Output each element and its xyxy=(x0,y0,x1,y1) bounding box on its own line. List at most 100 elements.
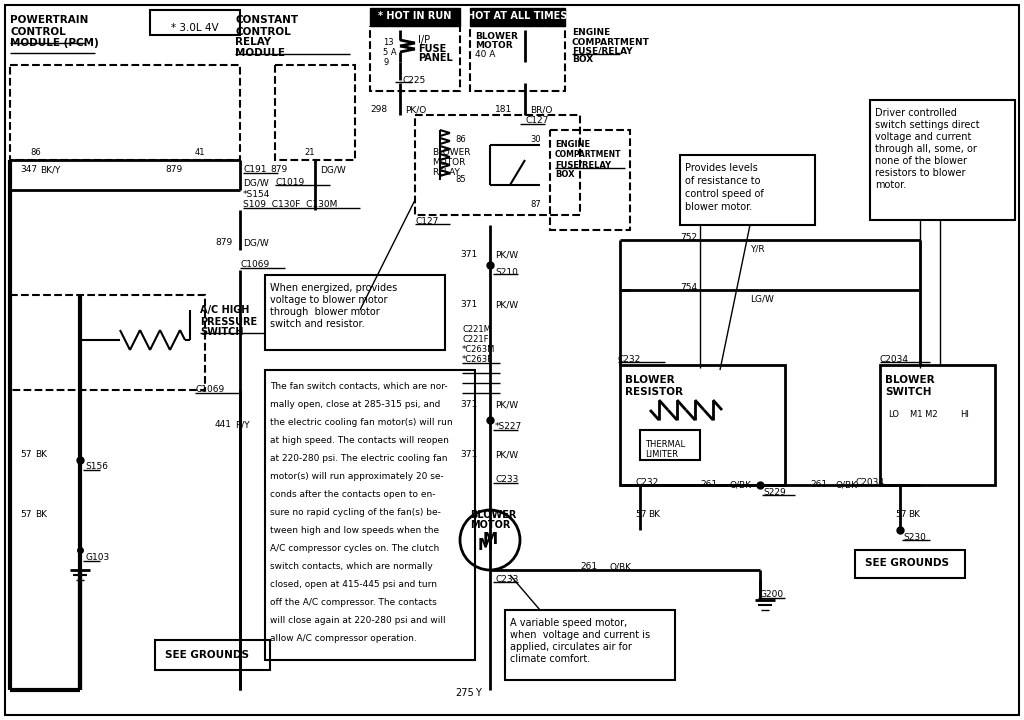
Text: 347: 347 xyxy=(20,165,37,174)
Bar xyxy=(470,26,565,91)
Text: 9: 9 xyxy=(383,58,388,67)
Text: C2034: C2034 xyxy=(880,355,909,364)
Text: 879: 879 xyxy=(165,165,182,174)
Text: voltage and current: voltage and current xyxy=(874,132,972,142)
Text: BLOWER: BLOWER xyxy=(475,32,518,41)
Text: off the A/C compressor. The contacts: off the A/C compressor. The contacts xyxy=(270,598,437,607)
Text: 261: 261 xyxy=(580,562,597,571)
Text: 57: 57 xyxy=(635,510,646,519)
Text: 85: 85 xyxy=(455,175,466,184)
Text: mally open, close at 285-315 psi, and: mally open, close at 285-315 psi, and xyxy=(270,400,440,409)
Text: FUSE/RELAY: FUSE/RELAY xyxy=(572,46,633,55)
Text: BK: BK xyxy=(35,510,47,519)
Text: PK/O: PK/O xyxy=(406,105,426,114)
Text: BK: BK xyxy=(35,450,47,459)
Text: FUSE: FUSE xyxy=(418,44,446,54)
Text: COMPARTMENT: COMPARTMENT xyxy=(555,150,622,159)
Text: MOTOR: MOTOR xyxy=(475,41,513,50)
Text: BOX: BOX xyxy=(555,170,574,179)
Bar xyxy=(155,640,270,670)
Text: at high speed. The contacts will reopen: at high speed. The contacts will reopen xyxy=(270,436,449,445)
Text: CONTROL: CONTROL xyxy=(234,27,291,37)
Text: Y: Y xyxy=(475,688,481,698)
Text: PRESSURE: PRESSURE xyxy=(200,317,257,327)
Text: MOTOR: MOTOR xyxy=(432,158,465,167)
Text: * HOT IN RUN: * HOT IN RUN xyxy=(378,11,452,21)
Text: LG/W: LG/W xyxy=(750,294,774,303)
Bar xyxy=(265,275,445,350)
Text: DG/W: DG/W xyxy=(321,165,346,174)
Text: O/BK: O/BK xyxy=(610,562,632,571)
Text: POWERTRAIN: POWERTRAIN xyxy=(10,15,88,25)
Text: HI: HI xyxy=(961,410,969,419)
Text: 21: 21 xyxy=(305,148,315,157)
Text: sure no rapid cycling of the fan(s) be-: sure no rapid cycling of the fan(s) be- xyxy=(270,508,441,517)
Text: BR/O: BR/O xyxy=(530,105,552,114)
Text: BOX: BOX xyxy=(572,55,593,64)
Text: O/BK: O/BK xyxy=(730,480,752,489)
Text: The fan switch contacts, which are nor-: The fan switch contacts, which are nor- xyxy=(270,382,447,391)
Text: CONSTANT: CONSTANT xyxy=(234,15,298,25)
Text: DG/W: DG/W xyxy=(243,238,268,247)
Text: the electric cooling fan motor(s) will run: the electric cooling fan motor(s) will r… xyxy=(270,418,453,427)
Text: Provides levels: Provides levels xyxy=(685,163,758,173)
Text: allow A/C compressor operation.: allow A/C compressor operation. xyxy=(270,634,417,643)
Bar xyxy=(470,8,565,26)
Text: 275: 275 xyxy=(455,688,474,698)
Text: BLOWER: BLOWER xyxy=(625,375,675,385)
Text: through  blower motor: through blower motor xyxy=(270,307,380,317)
Text: C2034: C2034 xyxy=(855,478,884,487)
Text: 57: 57 xyxy=(20,510,32,519)
Text: 752: 752 xyxy=(680,233,697,242)
Text: climate comfort.: climate comfort. xyxy=(510,654,590,664)
Text: G200: G200 xyxy=(760,590,784,599)
Text: switch and resistor.: switch and resistor. xyxy=(270,319,365,329)
Text: 13: 13 xyxy=(383,38,393,47)
Text: RELAY: RELAY xyxy=(234,37,271,47)
Text: voltage to blower motor: voltage to blower motor xyxy=(270,295,387,305)
Text: *S154: *S154 xyxy=(243,190,270,199)
Text: SWITCH: SWITCH xyxy=(200,327,244,337)
Text: LIMITER: LIMITER xyxy=(645,450,678,459)
Text: S230: S230 xyxy=(903,533,926,542)
Text: 30: 30 xyxy=(530,135,541,144)
Text: switch settings direct: switch settings direct xyxy=(874,120,980,130)
Text: FUSE/RELAY: FUSE/RELAY xyxy=(555,160,611,169)
Text: A/C compressor cycles on. The clutch: A/C compressor cycles on. The clutch xyxy=(270,544,439,553)
Text: applied, circulates air for: applied, circulates air for xyxy=(510,642,632,652)
Text: BK/Y: BK/Y xyxy=(40,165,60,174)
Text: C221M: C221M xyxy=(462,325,490,334)
Text: C191: C191 xyxy=(243,165,266,174)
Text: A/C HIGH: A/C HIGH xyxy=(200,305,250,315)
Text: S156: S156 xyxy=(85,462,108,471)
Text: 40 A: 40 A xyxy=(475,50,496,59)
Bar xyxy=(880,365,995,485)
Bar xyxy=(870,100,1015,220)
Text: 181: 181 xyxy=(495,105,512,114)
Text: BK: BK xyxy=(648,510,660,519)
Text: motor.: motor. xyxy=(874,180,906,190)
Text: PK/W: PK/W xyxy=(495,250,518,259)
Text: S109  C130F  C130M: S109 C130F C130M xyxy=(243,200,337,209)
Text: when  voltage and current is: when voltage and current is xyxy=(510,630,650,640)
Bar xyxy=(680,155,815,225)
Text: 5 A: 5 A xyxy=(383,48,396,57)
Text: 879: 879 xyxy=(270,165,288,174)
Text: tween high and low speeds when the: tween high and low speeds when the xyxy=(270,526,439,535)
Bar xyxy=(415,115,580,215)
Text: blower motor.: blower motor. xyxy=(685,202,753,212)
Text: BLOWER: BLOWER xyxy=(470,510,516,520)
Text: MOTOR: MOTOR xyxy=(470,520,510,530)
Text: motor(s) will run approximately 20 se-: motor(s) will run approximately 20 se- xyxy=(270,472,443,481)
Text: I/P: I/P xyxy=(418,35,430,45)
Text: C233: C233 xyxy=(495,575,518,584)
Bar xyxy=(10,295,205,390)
Bar xyxy=(370,8,460,26)
Text: BK: BK xyxy=(908,510,920,519)
Text: LO: LO xyxy=(888,410,899,419)
Text: S210: S210 xyxy=(495,268,518,277)
Text: C1019: C1019 xyxy=(275,178,304,187)
Text: R/Y: R/Y xyxy=(234,420,250,429)
Text: HOT AT ALL TIMES: HOT AT ALL TIMES xyxy=(467,11,567,21)
Text: 371: 371 xyxy=(460,300,477,309)
